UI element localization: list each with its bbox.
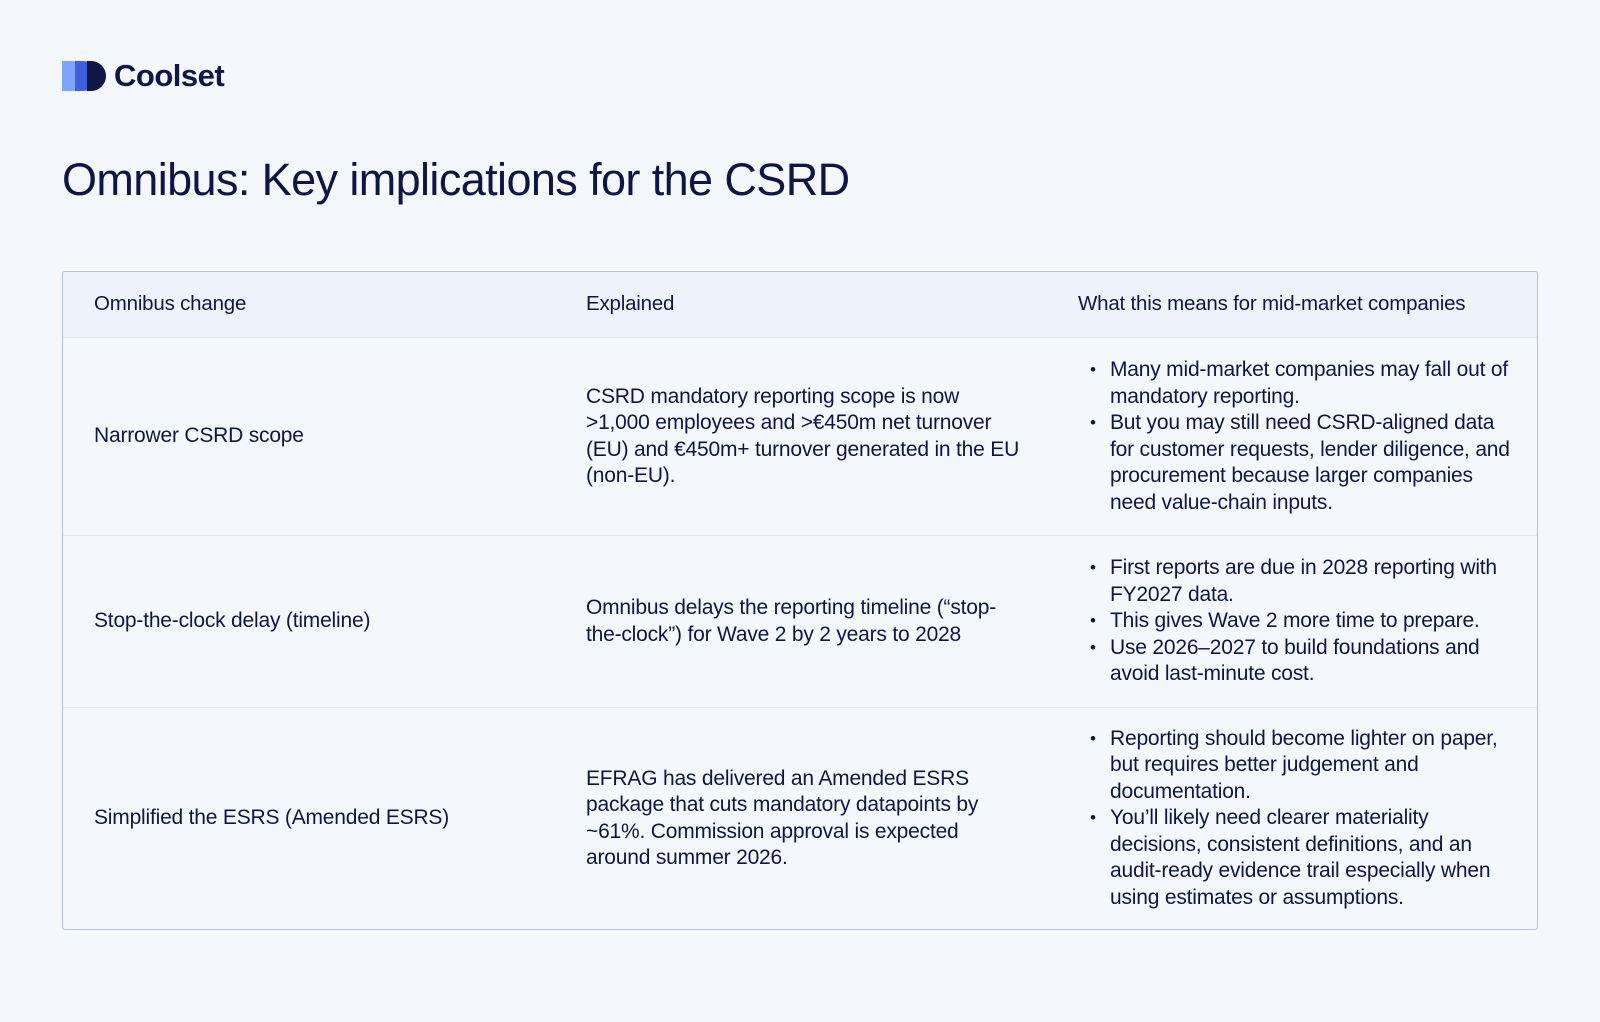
- list-item: Use 2026–2027 to build foundations and a…: [1078, 635, 1519, 688]
- coolset-logo-icon: [62, 61, 106, 91]
- change-cell: Stop-the-clock delay (timeline): [94, 609, 371, 633]
- page-title: Omnibus: Key implications for the CSRD: [62, 154, 850, 205]
- change-cell: Simplified the ESRS (Amended ESRS): [94, 806, 450, 830]
- explained-cell: CSRD mandatory reporting scope is now >1…: [586, 384, 1020, 488]
- list-item: Reporting should become lighter on paper…: [1078, 726, 1519, 806]
- table-header-row: Omnibus change Explained What this means…: [63, 272, 1537, 337]
- column-header-change: Omnibus change: [94, 292, 247, 316]
- implications-cell: Reporting should become lighter on paper…: [1047, 708, 1537, 929]
- table-row: Simplified the ESRS (Amended ESRS) EFRAG…: [63, 707, 1537, 929]
- list-item: This gives Wave 2 more time to prepare.: [1078, 608, 1519, 635]
- implications-cell: Many mid-market companies may fall out o…: [1047, 338, 1537, 535]
- table-row: Narrower CSRD scope CSRD mandatory repor…: [63, 337, 1537, 535]
- brand-logo: Coolset: [62, 58, 225, 94]
- change-cell: Narrower CSRD scope: [94, 424, 304, 448]
- implications-list: First reports are due in 2028 reporting …: [1078, 555, 1519, 688]
- column-header-explained: Explained: [586, 292, 675, 316]
- implications-table: Omnibus change Explained What this means…: [62, 271, 1538, 930]
- table-row: Stop-the-clock delay (timeline) Omnibus …: [63, 535, 1537, 707]
- list-item: But you may still need CSRD-aligned data…: [1078, 410, 1519, 516]
- implications-list: Many mid-market companies may fall out o…: [1078, 357, 1519, 516]
- explained-cell: Omnibus delays the reporting timeline (“…: [586, 596, 997, 646]
- list-item: Many mid-market companies may fall out o…: [1078, 357, 1519, 410]
- brand-name: Coolset: [114, 58, 225, 93]
- explained-cell: EFRAG has delivered an Amended ESRS pack…: [586, 766, 979, 870]
- implications-list: Reporting should become lighter on paper…: [1078, 726, 1519, 912]
- list-item: You’ll likely need clearer materiality d…: [1078, 805, 1519, 911]
- implications-cell: First reports are due in 2028 reporting …: [1047, 536, 1537, 707]
- column-header-implications: What this means for mid-market companies: [1078, 292, 1466, 316]
- list-item: First reports are due in 2028 reporting …: [1078, 555, 1519, 608]
